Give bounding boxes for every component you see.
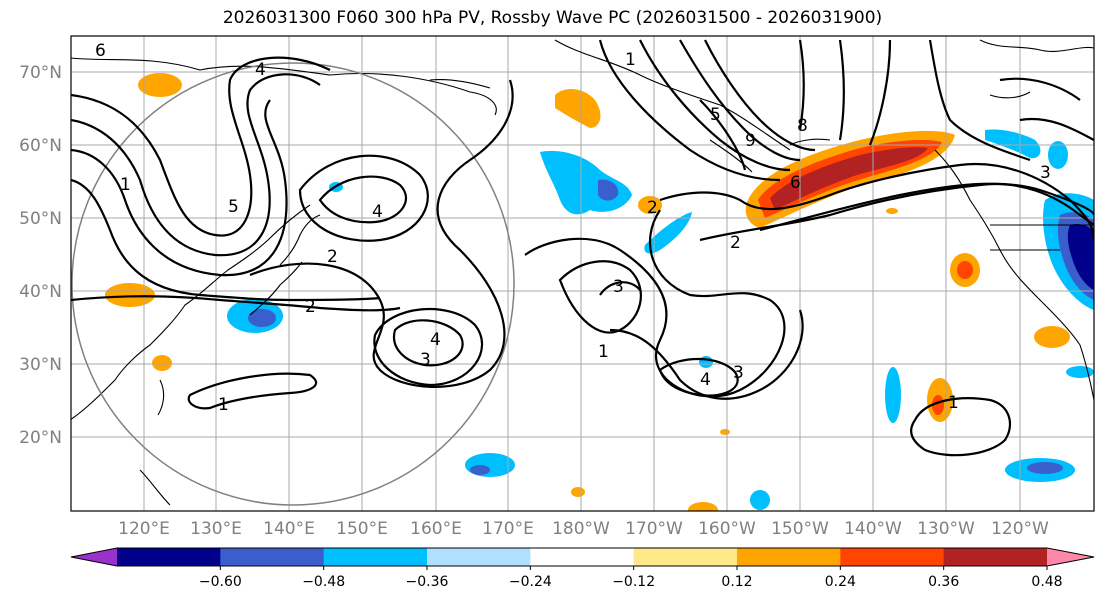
colorbar-segment — [427, 548, 531, 566]
shaded-anomalies — [105, 73, 1094, 511]
colorbar-segment — [737, 548, 841, 566]
contour-label: 8 — [797, 116, 808, 136]
lon-label: 130°W — [917, 519, 975, 539]
lon-label: 120°E — [118, 519, 170, 539]
colorbar-tick-label: −0.12 — [612, 574, 655, 590]
contour-label: 3 — [613, 277, 624, 297]
colorbar-segment — [323, 548, 428, 566]
colorbar-segment — [840, 548, 945, 566]
colorbar-segment — [943, 548, 1048, 566]
lon-label: 180°W — [552, 519, 610, 539]
contour-label: 1 — [948, 393, 959, 413]
lon-label: 150°E — [336, 519, 388, 539]
contour-label: 6 — [95, 41, 106, 61]
contour-label: 4 — [255, 60, 266, 80]
colorbar-tick-label: 0.24 — [825, 574, 856, 590]
lon-label: 160°E — [410, 519, 462, 539]
contour-label: 2 — [327, 247, 338, 267]
lon-label: 170°W — [625, 519, 683, 539]
lon-label: 160°W — [698, 519, 756, 539]
colorbar-tick-label: 0.48 — [1031, 574, 1062, 590]
lat-label: 50°N — [19, 209, 62, 229]
colorbar-segment — [220, 548, 325, 566]
colorbar-extend-low — [71, 548, 117, 566]
contour-label: 6 — [790, 173, 801, 193]
contour-label: 1 — [218, 395, 229, 415]
map-frame — [70, 35, 1095, 512]
colorbar-tick-label: −0.36 — [406, 574, 449, 590]
contour-label: 3 — [733, 363, 744, 383]
lon-label: 170°E — [482, 519, 534, 539]
contour-label: 3 — [1040, 163, 1051, 183]
map-title: 2026031300 F060 300 hPa PV, Rossby Wave … — [222, 8, 883, 28]
colorbar-outline — [70, 547, 1095, 567]
lon-label: 130°E — [190, 519, 242, 539]
lon-label: 120°W — [991, 519, 1049, 539]
reference-circle — [71, 62, 515, 506]
colorbar-segment — [117, 548, 221, 566]
contour-label: 2 — [305, 297, 316, 317]
colorbar-tick-label: 0.36 — [928, 574, 959, 590]
lon-label: 140°W — [844, 519, 902, 539]
colorbar-segment — [530, 548, 635, 566]
contour-label: 1 — [625, 50, 636, 70]
pv-contours — [71, 39, 1094, 457]
contour-label: 5 — [228, 197, 239, 217]
lon-label: 150°W — [771, 519, 829, 539]
contour-label: 4 — [430, 330, 441, 350]
colorbar: −0.60 −0.48 −0.36 −0.24 −0.12 0.12 0.24 0.36 0.4… — [70, 547, 1095, 590]
contour-label: 2 — [730, 233, 741, 253]
lat-label: 60°N — [19, 136, 62, 156]
lat-label: 20°N — [19, 428, 62, 448]
contour-labels: 6 4 1 5 4 2 2 1 4 3 2 1 3 4 3 1 8 9 6 2 … — [95, 41, 1051, 415]
contour-label: 9 — [745, 131, 756, 151]
contour-label: 1 — [598, 342, 609, 362]
colorbar-tick-label: 0.12 — [721, 574, 752, 590]
lon-label: 140°E — [263, 519, 315, 539]
lat-label: 30°N — [19, 355, 62, 375]
contour-label: 1 — [120, 175, 131, 195]
longitude-labels: 120°E 130°E 140°E 150°E 160°E 170°E 180°… — [118, 519, 1049, 539]
contour-label: 5 — [710, 105, 721, 125]
contour-label: 4 — [700, 370, 711, 390]
lat-label: 70°N — [19, 63, 62, 83]
colorbar-extend-high — [1047, 548, 1094, 566]
colorbar-tick-label: −0.60 — [199, 574, 242, 590]
colorbar-tick-label: −0.48 — [302, 574, 345, 590]
lat-label: 40°N — [19, 282, 62, 302]
contour-label: 2 — [647, 198, 658, 218]
contour-label: 3 — [420, 350, 431, 370]
colorbar-segment — [633, 548, 738, 566]
latitude-labels: 70°N 60°N 50°N 40°N 30°N 20°N — [19, 63, 62, 448]
contour-label: 4 — [372, 202, 383, 222]
colorbar-tick-label: −0.24 — [509, 574, 552, 590]
